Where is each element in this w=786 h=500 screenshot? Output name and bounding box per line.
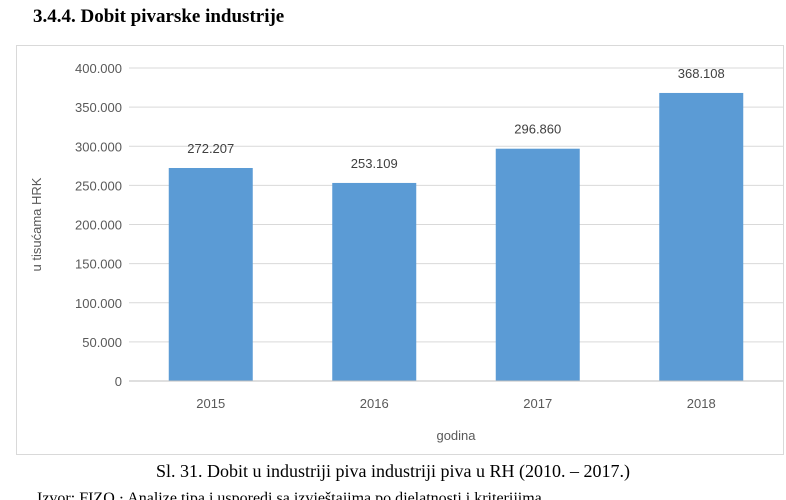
y-tick-label: 400.000	[75, 61, 122, 76]
chart-frame: 0 50.000 100.000 150.000 200.000 250.000 300.0…	[16, 45, 784, 455]
x-tick-label-2017: 2017	[523, 396, 552, 411]
data-labels: 272.207 253.109 296.860 368.108	[187, 66, 725, 171]
bar-2018	[659, 92, 744, 381]
figure-caption: Sl. 31. Dobit u industriji piva industri…	[156, 461, 630, 481]
y-tick-label: 0	[115, 374, 122, 389]
section-heading: 3.4.4. Dobit pivarske industrije	[33, 6, 285, 27]
x-axis-ticks: 2015 2016 2017 2018	[196, 396, 715, 411]
y-tick-label: 300.000	[75, 139, 122, 154]
data-label-2015: 272.207	[187, 141, 234, 156]
y-tick-label: 50.000	[82, 335, 122, 350]
data-label-2018: 368.108	[678, 66, 725, 81]
bars	[168, 92, 744, 381]
y-tick-label: 100.000	[75, 296, 122, 311]
data-label-2016: 253.109	[351, 156, 398, 171]
y-tick-label: 200.000	[75, 218, 122, 233]
bar-2016	[332, 182, 417, 381]
y-axis-ticks: 0 50.000 100.000 150.000 200.000 250.000 300.0…	[75, 61, 122, 389]
x-tick-label-2016: 2016	[360, 396, 389, 411]
bar-2017	[495, 148, 580, 381]
y-axis-title: u tisućama HRK	[29, 177, 44, 271]
x-axis-title: godina	[436, 428, 476, 443]
x-tick-label-2018: 2018	[687, 396, 716, 411]
x-tick-label-2015: 2015	[196, 396, 225, 411]
bar-2015	[168, 167, 253, 381]
data-label-2017: 296.860	[514, 122, 561, 137]
cut-off-source-line: Izvor: FIZO · Analize tipa i usporedi sa…	[37, 490, 554, 500]
bar-chart: 0 50.000 100.000 150.000 200.000 250.000 300.0…	[29, 61, 783, 443]
y-tick-label: 250.000	[75, 178, 122, 193]
y-tick-label: 350.000	[75, 100, 122, 115]
y-tick-label: 150.000	[75, 257, 122, 272]
